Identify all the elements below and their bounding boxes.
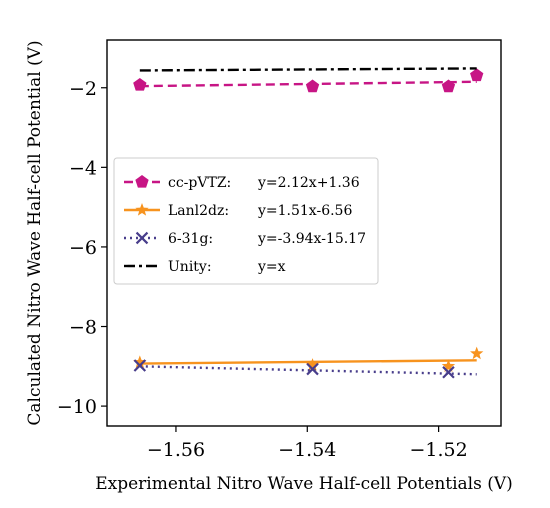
legend-entry: 6-31g: y=-3.94x-15.17 (124, 231, 366, 247)
series-4 (139, 67, 477, 72)
x-axis-ticks: −1.56 −1.54 −1.52 (147, 426, 468, 461)
legend-frame (113, 157, 379, 285)
data-point (441, 359, 456, 372)
legend-marker (135, 203, 149, 216)
data-point (470, 346, 484, 360)
series-1 (133, 68, 484, 93)
legend-entry: Lanl2dz: y=1.51x-6.56 (124, 203, 352, 219)
legend-formula: y=-3.94x-15.17 (257, 231, 366, 247)
data-point (133, 355, 147, 368)
data-point (305, 358, 320, 371)
series-2 (133, 346, 484, 372)
x-tick-label: −1.54 (278, 439, 336, 461)
legend-label: 6-31g: (168, 231, 213, 247)
data-point (133, 359, 147, 372)
data-point (441, 79, 456, 93)
legend-marker (135, 175, 149, 188)
y-tick-label: −6 (69, 237, 97, 259)
series-3 (133, 359, 477, 379)
data-point (305, 79, 320, 93)
legend-label: Lanl2dz: (168, 203, 229, 219)
x-axis-title: Experimental Nitro Wave Half-cell Potent… (95, 474, 513, 494)
series-line (139, 67, 477, 72)
legend-label: Unity: (168, 259, 212, 275)
x-tick-label: −1.56 (147, 439, 205, 461)
y-tick-label: −2 (69, 78, 97, 100)
y-axis-title: Calculated Nitro Wave Half-cell Potentia… (25, 40, 45, 425)
y-axis-ticks: −2 −4 −6 −8 −10 (57, 78, 107, 418)
legend-formula: y=2.12x+1.36 (257, 175, 360, 191)
data-point (306, 362, 319, 376)
data-point (442, 366, 455, 379)
y-tick-label: −8 (69, 317, 97, 339)
series-line (139, 365, 477, 376)
legend-formula: y=x (257, 259, 286, 275)
y-tick-label: −10 (57, 396, 97, 418)
legend-formula: y=1.51x-6.56 (257, 203, 352, 219)
legend: cc-pVTZ: y=2.12x+1.36 Lanl2dz: y=1.51x-6.56… (113, 157, 379, 285)
plot-content (133, 67, 484, 379)
legend-marker (135, 231, 149, 245)
data-point (470, 68, 484, 82)
plot-frame (106, 39, 502, 427)
legend-entry: Unity: y=x (124, 259, 286, 275)
series-line (139, 359, 477, 365)
y-tick-label: −4 (69, 157, 97, 179)
x-tick-label: −1.52 (409, 439, 467, 461)
legend-label: cc-pVTZ: (168, 175, 231, 191)
data-point (133, 77, 147, 91)
legend-entry: cc-pVTZ: y=2.12x+1.36 (124, 175, 360, 191)
